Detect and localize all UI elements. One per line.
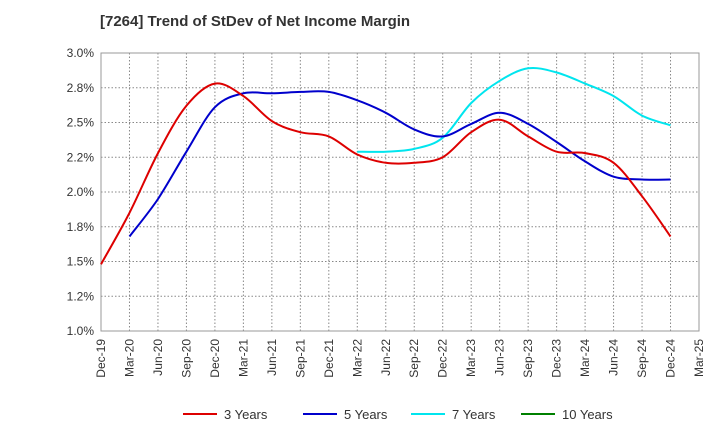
series-line-5-years	[128, 90, 671, 238]
x-tick-label: Jun-22	[379, 339, 393, 376]
y-tick-label: 1.5%	[67, 255, 95, 269]
x-tick-label: Mar-24	[578, 339, 592, 377]
x-tick-label: Mar-21	[236, 339, 250, 377]
x-tick-label: Dec-23	[550, 339, 564, 378]
x-tick-label: Mar-20	[122, 339, 136, 377]
y-axis-ticks: 1.0% 1.2% 1.5% 1.8% 2.0% 2.2% 2.5% 2.8% 3.0%	[67, 46, 95, 338]
x-tick-label: Mar-25	[692, 339, 706, 377]
legend: 3 Years 5 Years 7 Years 10 Years	[183, 407, 613, 422]
x-tick-label: Sep-23	[521, 339, 535, 378]
series-line-3-years	[100, 82, 672, 265]
series-line-7-years	[357, 66, 671, 153]
legend-label-7-years: 7 Years	[452, 407, 496, 422]
y-tick-label: 2.2%	[67, 150, 95, 164]
y-tick-label: 1.8%	[67, 220, 95, 234]
x-tick-label: Dec-22	[436, 339, 450, 378]
x-tick-label: Jun-21	[265, 339, 279, 376]
plot-area-border	[100, 52, 700, 332]
x-tick-label: Jun-24	[607, 339, 621, 376]
x-tick-label: Sep-24	[635, 339, 649, 378]
y-tick-label: 2.5%	[67, 116, 95, 130]
chart-title: [7264] Trend of StDev of Net Income Marg…	[100, 13, 411, 30]
legend-label-10-years: 10 Years	[562, 407, 613, 422]
x-tick-label: Dec-19	[94, 339, 108, 378]
series-lines	[100, 66, 672, 265]
y-tick-label: 2.0%	[67, 185, 95, 199]
x-axis-ticks: Dec-19 Mar-20 Jun-20 Sep-20 Dec-20 Mar-21 Jun-…	[94, 339, 706, 378]
x-tick-label: Jun-23	[493, 339, 507, 376]
y-tick-label: 2.8%	[67, 81, 95, 95]
x-tick-label: Dec-20	[208, 339, 222, 378]
x-tick-label: Sep-21	[293, 339, 307, 378]
x-tick-label: Sep-20	[179, 339, 193, 378]
x-tick-label: Jun-20	[151, 339, 165, 376]
x-tick-label: Mar-23	[464, 339, 478, 377]
y-tick-label: 3.0%	[67, 46, 95, 60]
y-tick-label: 1.2%	[67, 289, 95, 303]
legend-label-5-years: 5 Years	[344, 407, 388, 422]
x-tick-label: Sep-22	[407, 339, 421, 378]
legend-label-3-years: 3 Years	[224, 407, 268, 422]
x-tick-label: Dec-24	[664, 339, 678, 378]
y-tick-label: 1.0%	[67, 324, 95, 338]
x-tick-label: Mar-22	[350, 339, 364, 377]
x-tick-label: Dec-21	[322, 339, 336, 378]
